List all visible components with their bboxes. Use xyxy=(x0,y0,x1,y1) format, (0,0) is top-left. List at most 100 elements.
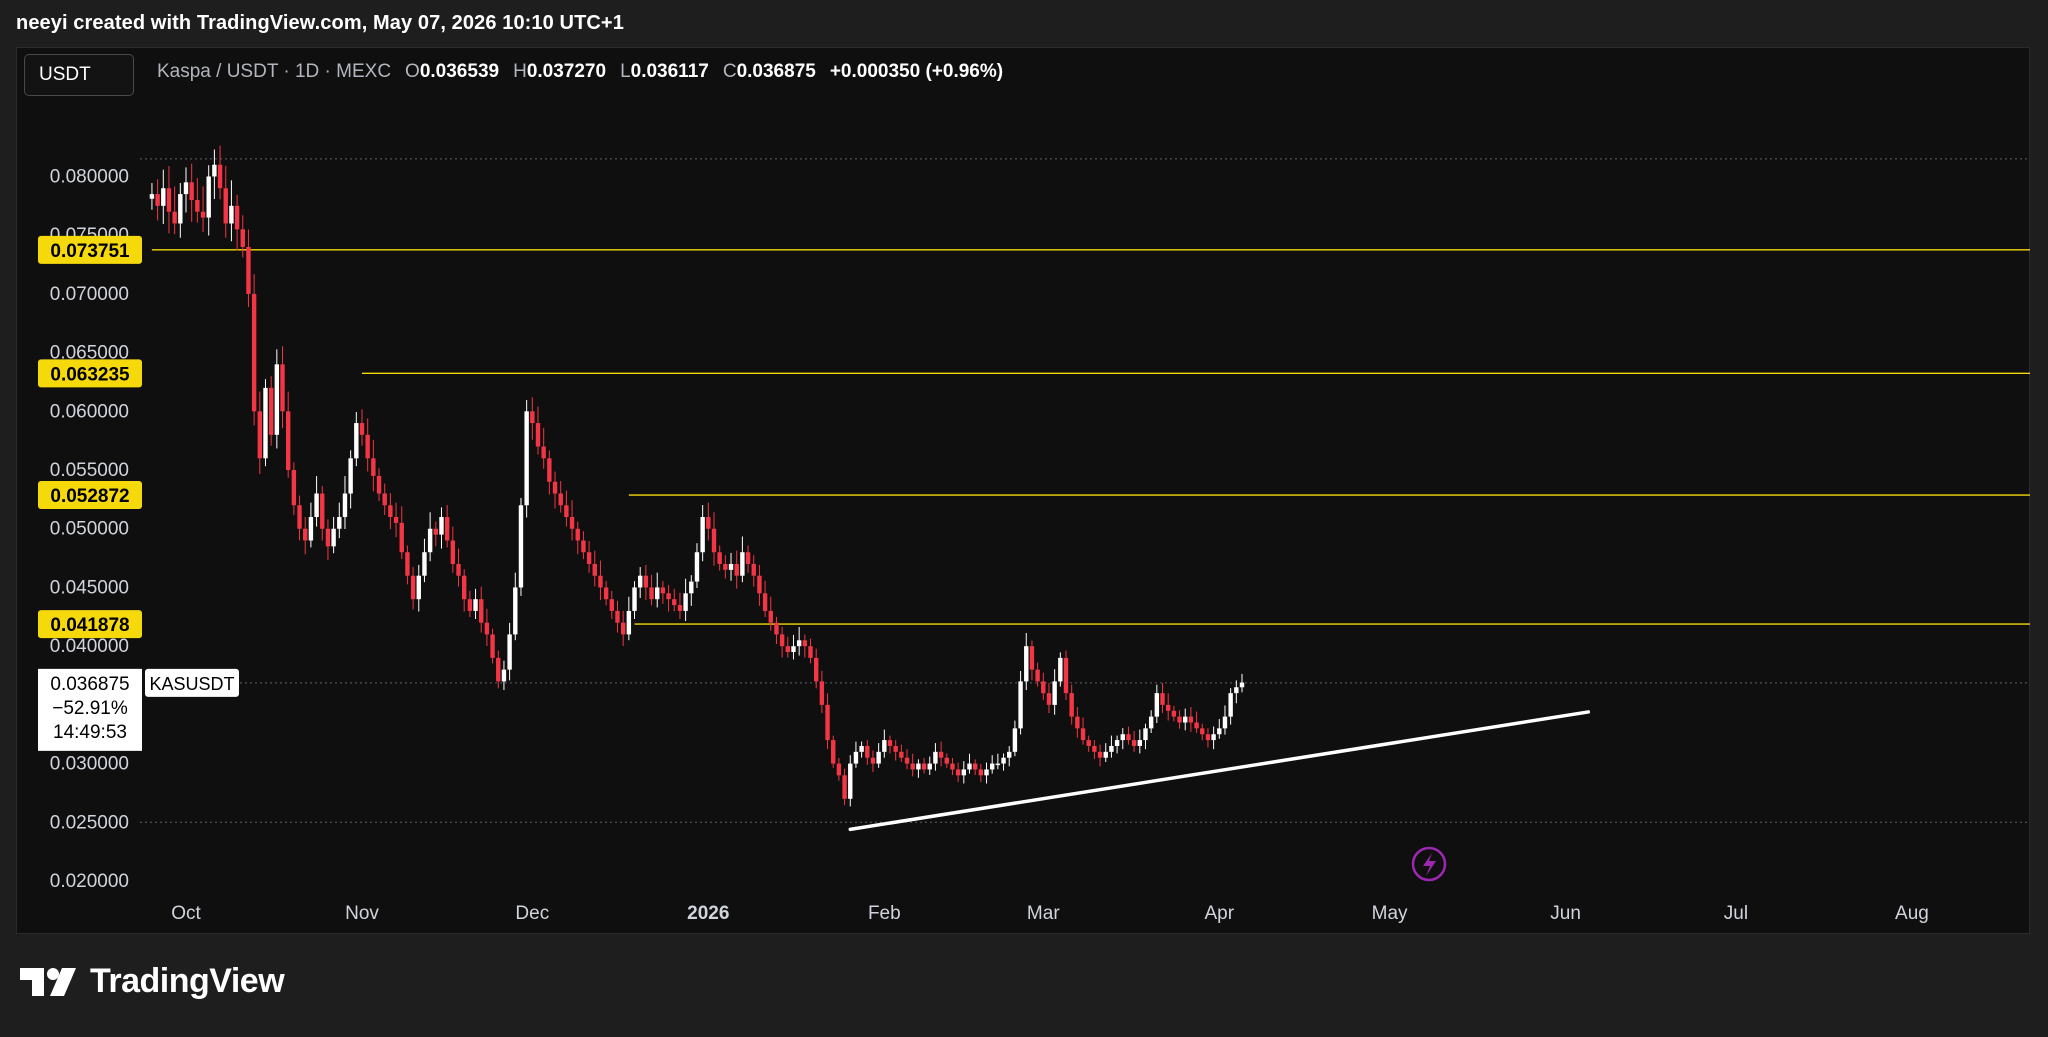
candle-body xyxy=(995,763,1001,766)
price-axis[interactable]: 0.0800000.0750000.0700000.0650000.060000… xyxy=(50,166,129,892)
candle-body xyxy=(1001,757,1006,764)
candle xyxy=(768,596,773,631)
candle-body xyxy=(1160,693,1165,705)
candle xyxy=(1234,680,1239,704)
y-tick-label: 0.080000 xyxy=(50,166,129,187)
candle xyxy=(825,693,830,750)
candle xyxy=(280,346,285,429)
candle xyxy=(802,634,808,658)
candle-body xyxy=(558,493,563,506)
candle xyxy=(1080,717,1086,745)
candle-body xyxy=(331,528,336,547)
horizontal-levels[interactable] xyxy=(151,249,2030,625)
legend-change: +0.000350 (+0.96%) xyxy=(829,61,1004,82)
candle xyxy=(677,592,683,620)
time-axis[interactable]: Oct Nov Dec 2026 Feb Mar Apr May Jun Jul Aug xyxy=(171,903,1929,924)
lightning-icon[interactable] xyxy=(1411,846,1447,882)
candle-body xyxy=(967,763,972,770)
candle-body xyxy=(524,411,529,506)
candle xyxy=(484,608,490,646)
candle-body xyxy=(779,634,785,647)
candle xyxy=(842,768,847,806)
candle xyxy=(263,379,268,467)
candle-body xyxy=(513,587,518,635)
candle-body xyxy=(1035,669,1040,682)
candle-body xyxy=(479,599,484,623)
candle-body xyxy=(223,188,228,224)
candle xyxy=(791,634,796,660)
candle-body xyxy=(655,587,660,600)
candle xyxy=(1160,682,1165,714)
candle-body xyxy=(626,610,632,635)
candle-body xyxy=(354,423,359,459)
candle-body xyxy=(416,575,421,600)
x-tick-label: Feb xyxy=(868,903,901,924)
candles xyxy=(149,145,1245,807)
candle-body xyxy=(899,751,904,758)
candle-body xyxy=(552,481,558,494)
candle xyxy=(1052,669,1057,715)
candle xyxy=(728,552,734,581)
candle xyxy=(388,493,393,529)
candle xyxy=(1046,682,1052,714)
candle xyxy=(513,572,518,641)
currency-button[interactable]: USDT xyxy=(24,54,134,96)
candle-body xyxy=(285,411,291,471)
candle-body xyxy=(1120,734,1125,741)
candle-body xyxy=(501,669,507,682)
candle xyxy=(609,590,615,620)
candle-body xyxy=(978,769,984,776)
candle xyxy=(149,183,155,210)
candle-body xyxy=(1103,751,1108,758)
candle xyxy=(989,755,995,774)
candle xyxy=(535,406,541,455)
candle-body xyxy=(694,552,700,582)
candle-body xyxy=(433,528,439,535)
candle xyxy=(1109,735,1114,758)
candle-body xyxy=(728,563,734,570)
candle-body xyxy=(240,229,245,247)
x-tick-label: 2026 xyxy=(687,903,729,924)
candle-body xyxy=(700,517,705,553)
candle xyxy=(615,600,620,633)
candle xyxy=(808,638,813,664)
candle xyxy=(450,526,456,573)
level-price-label: 0.041878 xyxy=(50,615,129,636)
candle-body xyxy=(518,505,524,588)
ascending-trendline[interactable] xyxy=(848,710,1591,832)
candle xyxy=(410,567,416,610)
candle-body xyxy=(1063,657,1069,694)
candle-body xyxy=(365,434,370,459)
candle xyxy=(285,391,291,478)
trendline[interactable] xyxy=(848,710,1591,832)
candle-body xyxy=(1239,682,1245,688)
x-tick-label: May xyxy=(1372,903,1408,924)
candle xyxy=(1114,735,1120,754)
candle xyxy=(836,757,842,781)
candle-body xyxy=(711,528,717,553)
candle-body xyxy=(234,205,240,230)
candle-body xyxy=(547,458,552,482)
candle-body xyxy=(251,293,257,412)
candle xyxy=(439,507,444,549)
candle-body xyxy=(172,211,177,224)
candle xyxy=(166,165,172,234)
candle xyxy=(723,555,728,579)
candle xyxy=(581,531,586,559)
candle-body xyxy=(825,704,830,741)
candle xyxy=(711,512,717,566)
candle-body xyxy=(155,194,160,206)
candle-body xyxy=(927,763,932,770)
x-tick-label: Jul xyxy=(1724,903,1748,924)
candle xyxy=(433,521,439,547)
candle-body xyxy=(740,552,745,576)
candle-body xyxy=(246,246,251,294)
grid-lines xyxy=(140,158,2030,823)
candle xyxy=(575,521,580,555)
candle xyxy=(564,490,569,527)
candle-body xyxy=(444,517,450,541)
candle xyxy=(592,550,597,587)
candle-body xyxy=(1154,693,1160,717)
y-tick-label: 0.055000 xyxy=(50,460,129,481)
